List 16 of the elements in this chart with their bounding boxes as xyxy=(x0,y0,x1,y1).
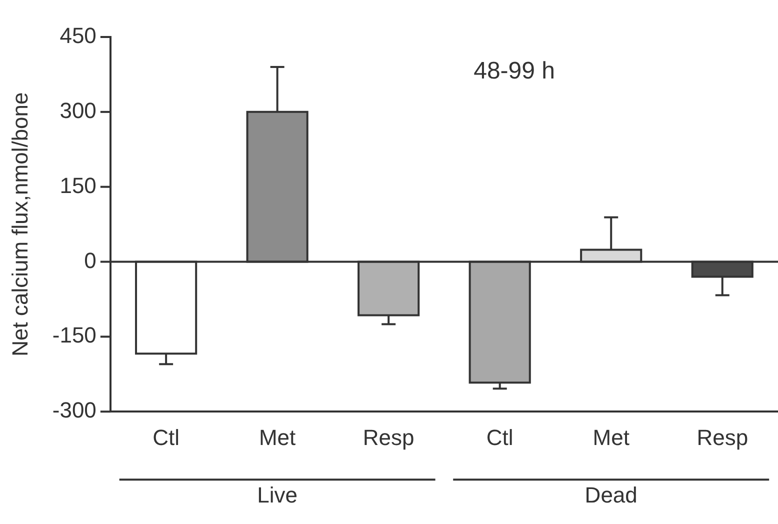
y-tick-label: 0 xyxy=(84,248,96,273)
y-axis-title: Net calcium flux,nmol/bone xyxy=(7,92,32,356)
x-tick-label: Met xyxy=(592,424,630,450)
y-tick-label: 450 xyxy=(60,23,96,48)
x-tick-label: Resp xyxy=(362,424,414,450)
text: Dead xyxy=(584,482,638,508)
y-tick-label: 300 xyxy=(60,98,96,123)
y-tick-label: -150 xyxy=(52,322,96,348)
x-tick-label: Met xyxy=(258,424,296,450)
y-tick-label: 150 xyxy=(60,172,96,198)
x-tick-label: Ctl xyxy=(152,424,180,450)
x-tick-label: Resp xyxy=(696,424,748,450)
x-tick-label: Ctl xyxy=(486,424,514,450)
y-tick-label: -300 xyxy=(52,398,96,423)
text: 48-99 h xyxy=(474,58,556,85)
text: Live xyxy=(257,482,298,508)
